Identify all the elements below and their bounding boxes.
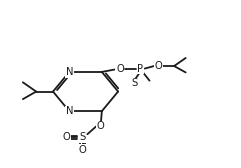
Text: N: N [66,67,73,77]
Text: O: O [79,145,87,155]
Text: P: P [137,64,143,74]
Text: O: O [62,132,70,142]
Text: S: S [131,78,137,88]
Text: O: O [154,61,162,71]
Text: O: O [97,121,105,131]
Text: S: S [80,132,86,142]
Text: N: N [66,106,73,116]
Text: O: O [116,64,124,74]
